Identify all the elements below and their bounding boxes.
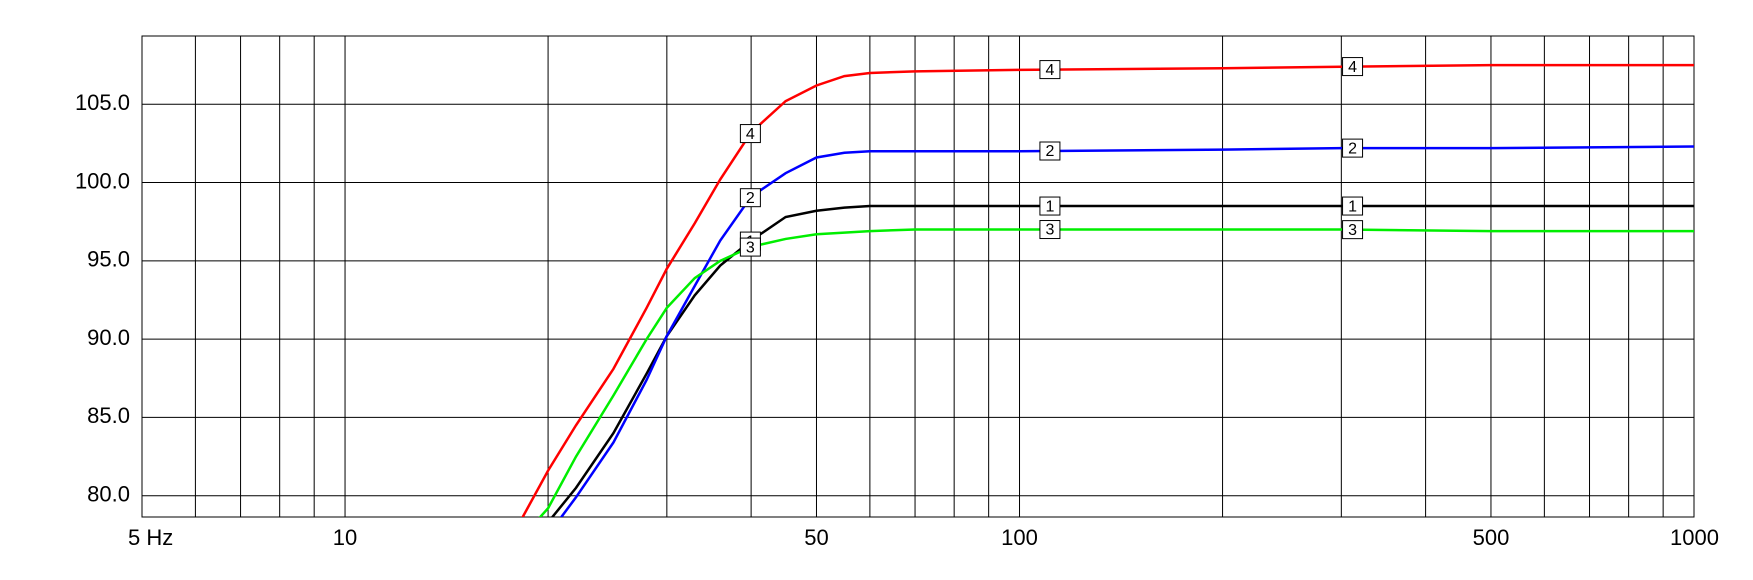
series-label-box bbox=[739, 237, 761, 257]
series-label-box bbox=[1342, 57, 1364, 77]
x-tick-label: 100 bbox=[1001, 525, 1038, 550]
y-tick-label: 80.0 bbox=[87, 482, 130, 507]
y-tick-label: 105.0 bbox=[75, 90, 130, 115]
x-tick-label: 50 bbox=[804, 525, 828, 550]
series-label: 4 bbox=[746, 126, 755, 143]
series-label-box bbox=[1039, 141, 1061, 161]
series-label: 4 bbox=[1348, 59, 1357, 76]
series-line bbox=[538, 228, 1694, 517]
y-tick-label: 85.0 bbox=[87, 403, 130, 428]
plot-area bbox=[141, 35, 1695, 518]
x-tick-label: 1000 bbox=[1670, 525, 1719, 550]
x-tick-label: 500 bbox=[1473, 525, 1510, 550]
x-tick-label: 5 Hz bbox=[128, 525, 173, 550]
series-label: 3 bbox=[746, 239, 755, 256]
plot-lines bbox=[521, 63, 1694, 517]
y-tick-label: 95.0 bbox=[87, 247, 130, 272]
series-line bbox=[521, 63, 1694, 517]
series-label-box bbox=[1039, 60, 1061, 80]
series-label-box bbox=[1039, 220, 1061, 240]
series-label: 2 bbox=[1045, 143, 1054, 160]
y-tick-label: 90.0 bbox=[87, 325, 130, 350]
series-label-box bbox=[1039, 196, 1061, 216]
series-label: 2 bbox=[746, 190, 755, 207]
y-tick-label: 100.0 bbox=[75, 168, 130, 193]
series-label-box bbox=[739, 188, 761, 208]
series-label: 3 bbox=[1348, 222, 1357, 239]
series-label: 1 bbox=[1045, 198, 1054, 215]
series-label: 4 bbox=[1045, 62, 1054, 79]
series-line bbox=[550, 204, 1694, 517]
series-label: 2 bbox=[1348, 140, 1357, 157]
series-label-box bbox=[739, 124, 761, 144]
series-label-box bbox=[1342, 196, 1364, 216]
x-tick-label: 10 bbox=[333, 525, 357, 550]
series-line bbox=[559, 145, 1694, 517]
series-label: 1 bbox=[1348, 198, 1357, 215]
series-label-box bbox=[1342, 220, 1364, 240]
series-label-box bbox=[1342, 138, 1364, 158]
series-label: 3 bbox=[1045, 222, 1054, 239]
